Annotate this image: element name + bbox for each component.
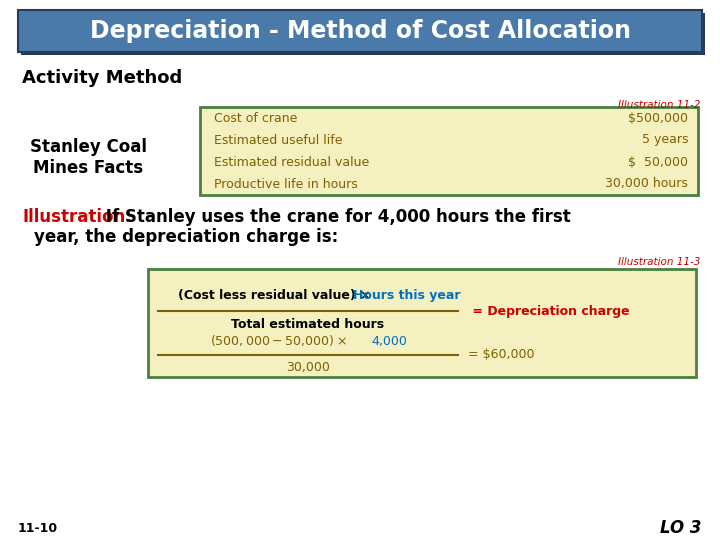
Text: Activity Method: Activity Method xyxy=(22,69,182,87)
Text: Depreciation - Method of Cost Allocation: Depreciation - Method of Cost Allocation xyxy=(89,19,631,43)
Text: = $60,000: = $60,000 xyxy=(468,348,534,361)
Text: Illustration 11-3: Illustration 11-3 xyxy=(618,257,700,267)
Text: Cost of crane: Cost of crane xyxy=(214,111,297,125)
Text: If Stanley uses the crane for 4,000 hours the first: If Stanley uses the crane for 4,000 hour… xyxy=(100,208,571,226)
Text: Productive life in hours: Productive life in hours xyxy=(214,178,358,191)
Text: 4,000: 4,000 xyxy=(372,334,408,348)
Text: Illustration:: Illustration: xyxy=(22,208,132,226)
Text: 30,000 hours: 30,000 hours xyxy=(605,178,688,191)
FancyBboxPatch shape xyxy=(148,269,696,377)
Text: Estimated residual value: Estimated residual value xyxy=(214,156,369,168)
Text: Mines Facts: Mines Facts xyxy=(33,159,143,177)
Text: Hours this year: Hours this year xyxy=(353,288,461,301)
Text: = Depreciation charge: = Depreciation charge xyxy=(468,305,629,318)
FancyBboxPatch shape xyxy=(200,107,698,195)
Text: Estimated useful life: Estimated useful life xyxy=(214,133,343,146)
Text: ($500,000 − $50,000) ×: ($500,000 − $50,000) × xyxy=(210,334,349,348)
Text: Illustration 11-2: Illustration 11-2 xyxy=(618,100,700,110)
FancyBboxPatch shape xyxy=(21,13,705,55)
Text: (Cost less residual value) ×: (Cost less residual value) × xyxy=(178,288,375,301)
FancyBboxPatch shape xyxy=(18,10,702,52)
Text: $500,000: $500,000 xyxy=(628,111,688,125)
Text: Stanley Coal: Stanley Coal xyxy=(30,138,146,156)
Text: 30,000: 30,000 xyxy=(286,361,330,375)
Text: $  50,000: $ 50,000 xyxy=(628,156,688,168)
Text: year, the depreciation charge is:: year, the depreciation charge is: xyxy=(34,228,338,246)
Text: Total estimated hours: Total estimated hours xyxy=(231,319,384,332)
Text: LO 3: LO 3 xyxy=(660,519,702,537)
Text: 5 years: 5 years xyxy=(642,133,688,146)
Text: 11-10: 11-10 xyxy=(18,522,58,535)
